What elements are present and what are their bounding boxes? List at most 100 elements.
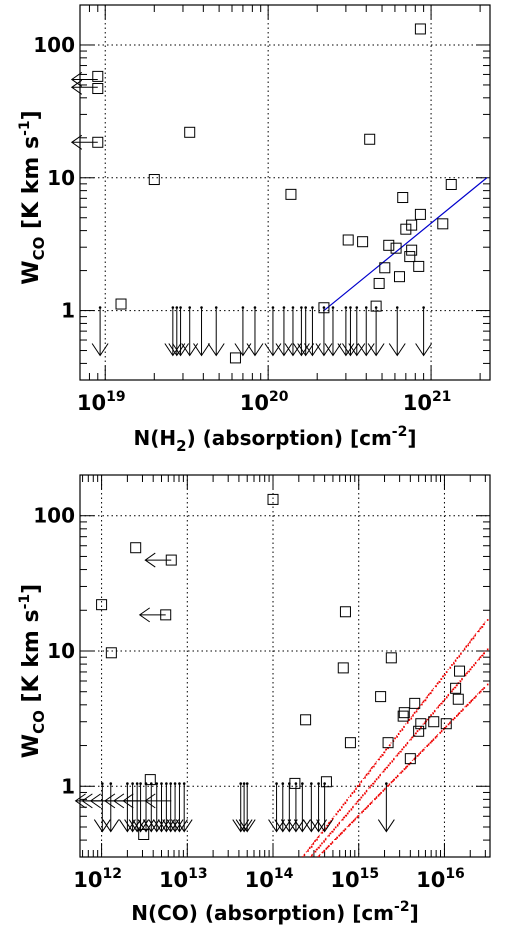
upper-limit-dot [188, 306, 192, 309]
upper-limit-dot [178, 782, 181, 785]
data-point [406, 219, 418, 231]
data-point [320, 776, 332, 788]
data-point [404, 753, 416, 765]
x-tick-label: 1012 [73, 866, 122, 892]
upper-limit-arrow [175, 783, 193, 833]
upper-limit-dot [374, 306, 378, 309]
upper-limit-dot [242, 782, 246, 785]
upper-limit-dot [200, 306, 203, 309]
data-point [393, 271, 405, 283]
upper-limit-dot [144, 782, 148, 785]
upper-limit-dot [422, 306, 425, 309]
upper-limit-dot [291, 306, 295, 309]
fit-line [323, 177, 488, 312]
data-point [342, 234, 354, 246]
upper-limit-dot [135, 782, 139, 785]
upper-limit-dot [214, 306, 218, 309]
upper-limit-arrow [284, 307, 302, 357]
upper-limit-arrow [268, 783, 285, 833]
upper-limit-dot [126, 782, 129, 785]
data-point [138, 828, 150, 840]
upper-limit-dot [245, 782, 249, 785]
model-curve-line [301, 621, 486, 857]
data-point [390, 242, 402, 254]
upper-limit-arrow [238, 783, 256, 833]
data-point [454, 665, 466, 677]
y-tick-label: 1 [61, 774, 75, 798]
data-point [414, 208, 426, 220]
upper-limit-dot [317, 782, 320, 785]
data-point [184, 126, 196, 138]
upper-limit-arrow [168, 307, 186, 357]
upper-limit-arrow [235, 783, 253, 833]
data-point [92, 83, 104, 95]
data-point [385, 652, 397, 664]
upper-limit-dot [355, 306, 359, 309]
upper-limit-dot [304, 306, 307, 309]
y-tick-label: 100 [33, 504, 75, 528]
upper-limit-arrow [316, 783, 334, 833]
y-tick-label: 10 [47, 166, 75, 190]
limit-arrow-left [70, 72, 98, 87]
x-tick-label: 1015 [330, 866, 379, 892]
limit-arrow-left [144, 793, 172, 809]
y-tick-label: 100 [33, 33, 75, 57]
x-tick-label: 1013 [159, 866, 208, 892]
upper-limit-dot [160, 782, 163, 785]
upper-limit-dot [300, 306, 303, 309]
limit-arrow-left [70, 134, 98, 150]
upper-limit-dot [301, 782, 304, 785]
data-point [414, 23, 426, 35]
upper-limit-dot [175, 306, 179, 309]
data-point [285, 188, 297, 200]
upper-limit-dot [322, 306, 326, 309]
x-tick-label: 1020 [240, 389, 289, 415]
upper-limit-arrow [157, 783, 175, 833]
panel-nco: 1012 1013 1014 1015 1016 1 10 100 N(CO) (absorpt… [17, 474, 491, 925]
data-point [450, 682, 462, 694]
data-point [409, 697, 421, 709]
upper-limit-arrow [310, 783, 327, 833]
upper-limit-dot [385, 782, 388, 785]
data-point [413, 725, 425, 737]
data-point [344, 737, 356, 749]
upper-limit-dot [349, 306, 352, 309]
upper-limit-arrow [166, 783, 184, 833]
upper-limit-arrow [342, 307, 359, 357]
model-curve [311, 648, 489, 857]
upper-limit-arrow [181, 307, 199, 357]
upper-limit-dot [169, 782, 172, 785]
upper-limit-dot [179, 306, 182, 309]
upper-limit-dot [253, 306, 257, 309]
data-point [428, 716, 440, 728]
limit-arrow-left [138, 607, 166, 623]
data-point [452, 693, 464, 705]
data-point [337, 662, 349, 674]
upper-limit-arrow [304, 307, 321, 357]
x-axis-label: N(H2) (absorption) [cm-2] [134, 424, 417, 455]
limit-arrow-left [144, 552, 172, 568]
data-point [364, 133, 376, 145]
data-point [92, 70, 104, 82]
model-curve-line [309, 650, 486, 857]
upper-limit-dot [344, 306, 348, 309]
upper-limit-arrow [164, 307, 182, 357]
plot-frame [79, 4, 491, 381]
data-point [229, 352, 241, 364]
plot-area [93, 493, 489, 857]
upper-limit-dot [173, 782, 177, 785]
data-point [148, 174, 160, 186]
data-point [115, 298, 127, 310]
data-point [375, 691, 387, 703]
upper-limit-dot [364, 306, 368, 309]
data-point [382, 737, 394, 749]
upper-limit-dot [311, 306, 314, 309]
upper-limit-dot [281, 782, 285, 785]
upper-limit-arrow [275, 307, 293, 357]
upper-limit-arrow [234, 307, 252, 357]
upper-limit-arrow [102, 783, 120, 833]
data-point [105, 647, 117, 659]
data-point [415, 718, 427, 730]
upper-limit-dot [165, 782, 168, 785]
data-point [96, 599, 108, 611]
